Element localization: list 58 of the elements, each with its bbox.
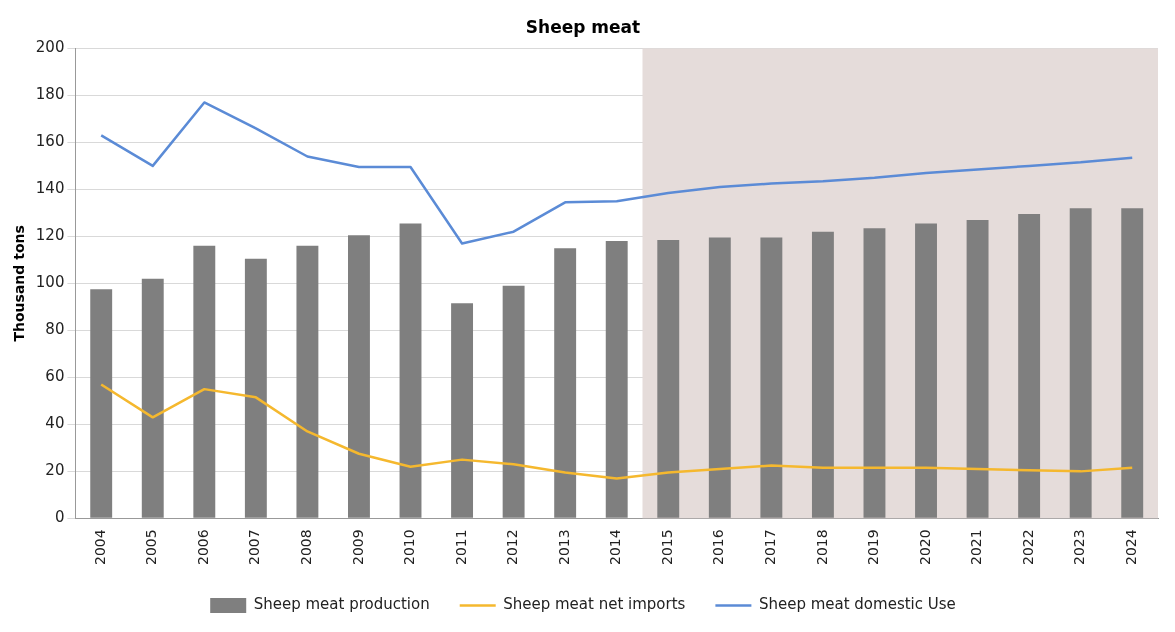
bar [1018,214,1041,518]
x-tick-label: 2005 [143,529,160,566]
legend-label: Sheep meat net imports [503,595,686,614]
x-tick-label: 2021 [968,529,985,566]
bar [399,223,422,518]
bar [760,237,783,518]
bar [1069,208,1092,518]
bar [502,285,525,518]
legend-label: Sheep meat production [253,595,430,614]
x-tick-label: 2004 [91,529,108,566]
bar [90,289,113,518]
legend-label: Sheep meat domestic Use [758,595,956,614]
bar [915,223,937,518]
bar [708,237,731,518]
x-tick-label: 2009 [349,529,366,566]
y-tick-label: 40 [45,414,65,433]
x-tick-label: 2010 [401,529,418,566]
y-tick-label: 20 [45,461,65,480]
x-tick-label: 2023 [1071,529,1088,566]
chart-title: Sheep meat [525,16,641,37]
y-axis-title: Thousand tons [11,225,28,342]
y-tick-label: 60 [45,367,65,386]
x-tick-label: 2022 [1019,529,1036,566]
y-tick-label: 100 [35,273,65,292]
x-tick-label: 2024 [1122,529,1139,566]
bar [1121,208,1144,518]
x-tick-label: 2020 [916,529,933,566]
y-tick-label: 180 [35,85,65,104]
bar [554,248,577,518]
bar [193,245,216,518]
x-tick-label: 2015 [658,529,675,566]
y-tick-label: 120 [35,226,65,245]
bar [966,219,989,518]
bar [605,241,628,518]
y-tick-label: 0 [54,508,65,527]
x-tick-label: 2013 [555,529,572,566]
x-tick-label: 2006 [194,529,211,566]
bar [451,303,474,518]
bar [657,239,680,518]
y-tick-label: 200 [35,38,65,57]
bar [244,258,267,518]
x-tick-label: 2018 [813,529,830,566]
x-tick-label: 2014 [607,529,624,566]
x-tick-label: 2007 [246,529,263,566]
bar [141,278,164,518]
bar [811,231,834,518]
bar [863,228,886,518]
bar [296,245,319,518]
x-tick-label: 2008 [298,529,315,566]
bar [348,235,370,518]
y-tick-label: 160 [35,132,65,151]
x-tick-label: 2017 [762,529,779,566]
x-tick-label: 2016 [710,529,727,566]
x-tick-label: 2012 [504,529,521,566]
y-tick-label: 80 [45,320,65,339]
y-tick-label: 140 [35,179,65,198]
x-tick-label: 2011 [452,529,469,566]
x-tick-label: 2019 [865,529,882,566]
